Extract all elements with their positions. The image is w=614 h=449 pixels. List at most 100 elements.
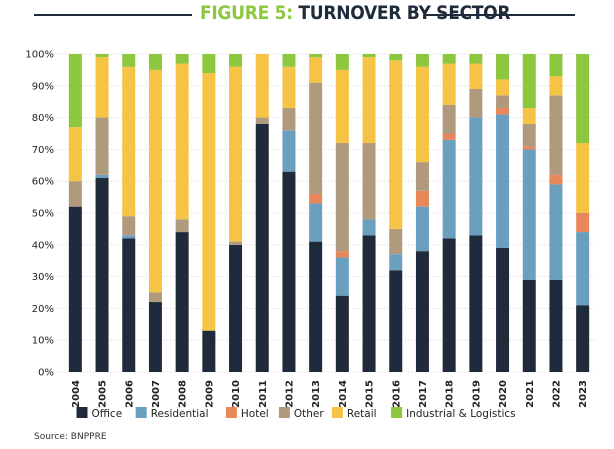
bar-segment <box>496 114 510 248</box>
bar-segment <box>522 146 536 150</box>
bar-segment <box>95 178 109 372</box>
bar-segment <box>122 235 136 239</box>
bar-segment <box>442 104 456 134</box>
bar-segment <box>282 130 296 172</box>
bar-segment <box>469 63 483 89</box>
legend-swatch <box>225 407 237 418</box>
x-tick-label: 2018 <box>445 380 456 408</box>
x-tick-label: 2004 <box>71 380 82 408</box>
x-tick-label: 2022 <box>551 380 562 408</box>
bar-segment <box>229 244 243 372</box>
x-tick-label: 2019 <box>471 380 482 408</box>
bar-segment <box>415 206 429 252</box>
bar-segment <box>255 54 269 118</box>
title-text: TURNOVER BY SECTOR <box>298 2 511 24</box>
bar-segment <box>549 279 563 372</box>
bar-segment <box>202 54 216 74</box>
legend-swatch <box>76 407 88 418</box>
bar-segment <box>442 63 456 105</box>
x-tick-label: 2014 <box>338 380 349 408</box>
bar-segment <box>522 279 536 372</box>
legend-label: Office <box>92 408 123 420</box>
bar-segment <box>175 54 189 64</box>
bar-segment <box>229 66 243 242</box>
bar-segment <box>95 54 109 58</box>
bar-segment <box>122 238 136 372</box>
bar-segment <box>175 219 189 233</box>
bar-segment <box>309 82 323 194</box>
bar-segment <box>309 57 323 83</box>
y-tick-label: 0% <box>38 368 54 379</box>
figure-label: FIGURE 5: <box>200 2 293 24</box>
x-tick-label: 2005 <box>98 380 109 408</box>
legend-swatch <box>331 407 343 418</box>
bar-segment <box>442 54 456 64</box>
bar-segment <box>95 174 109 179</box>
bar-segment <box>362 57 376 144</box>
bar-segment <box>175 63 189 220</box>
header-rule-right <box>425 14 575 16</box>
legend-label: Other <box>294 408 324 420</box>
bar-segment <box>202 73 216 331</box>
bar-segment <box>576 213 590 233</box>
x-tick-label: 2021 <box>525 380 536 408</box>
x-tick-label: 2017 <box>418 380 429 408</box>
bar-segment <box>522 54 536 109</box>
bar-segment <box>335 251 349 258</box>
bar-segment <box>362 54 376 58</box>
bar-segment <box>415 190 429 207</box>
bar-segment <box>549 184 563 280</box>
bar-segment <box>496 95 510 109</box>
bar-segment <box>389 54 403 61</box>
y-tick-label: 60% <box>32 177 54 188</box>
legend-label: Retail <box>347 408 377 420</box>
bar-segment <box>549 76 563 96</box>
bar-segment <box>362 219 376 236</box>
bar-segment <box>255 117 269 124</box>
x-tick-label: 2016 <box>391 380 402 408</box>
bar-segment <box>576 305 590 372</box>
bar-segment <box>549 95 563 175</box>
bar-segment <box>415 251 429 372</box>
bar-segment <box>469 54 483 64</box>
bar-segment <box>148 292 162 303</box>
bar-segment <box>442 133 456 140</box>
bar-segment <box>148 69 162 293</box>
bar-segment <box>576 143 590 213</box>
bar-segment <box>229 54 243 67</box>
bar-segment <box>309 241 323 372</box>
chart-title: FIGURE 5: TURNOVER BY SECTOR <box>200 2 511 24</box>
bar-segment <box>496 108 510 115</box>
bar-segment <box>255 123 269 373</box>
y-tick-label: 90% <box>32 81 54 92</box>
bar-segment <box>68 181 82 207</box>
bar-segment <box>442 238 456 372</box>
bar-segment <box>415 162 429 191</box>
bar-segment <box>522 108 536 124</box>
x-tick-label: 2009 <box>204 380 215 408</box>
bar-segment <box>522 123 536 147</box>
bar-segment <box>309 203 323 242</box>
x-tick-label: 2023 <box>578 380 589 408</box>
chart-header: FIGURE 5: TURNOVER BY SECTOR <box>0 0 614 30</box>
x-tick-label: 2013 <box>311 380 322 408</box>
bar-segment <box>522 149 536 280</box>
bar-segment <box>122 216 136 236</box>
bar-segment <box>496 79 510 96</box>
x-tick-label: 2008 <box>178 380 189 408</box>
bar-segment <box>576 232 590 306</box>
x-tick-label: 2012 <box>284 380 295 408</box>
y-tick-label: 50% <box>32 209 54 220</box>
bar-segment <box>362 235 376 372</box>
bar-segment <box>282 54 296 67</box>
bar-segment <box>469 88 483 118</box>
bar-segment <box>415 66 429 163</box>
bar-segment <box>202 330 216 372</box>
legend-swatch <box>135 407 147 418</box>
x-tick-label: 2007 <box>151 380 162 408</box>
x-tick-label: 2020 <box>498 380 509 408</box>
bar-segment <box>309 193 323 204</box>
bar-segment <box>389 254 403 271</box>
header-rule-left <box>34 14 192 16</box>
bar-segment <box>576 54 590 144</box>
